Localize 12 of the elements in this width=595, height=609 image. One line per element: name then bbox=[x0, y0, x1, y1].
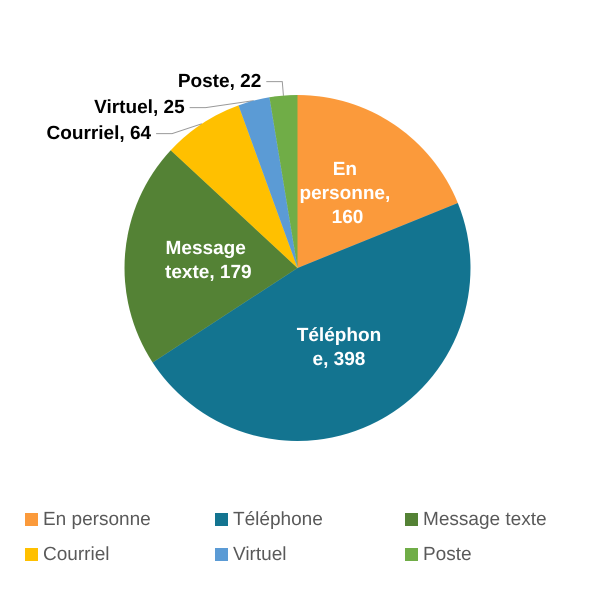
data-label: Poste, 22 bbox=[178, 71, 262, 92]
legend-label: Message texte bbox=[423, 509, 547, 530]
legend-label: Téléphone bbox=[233, 509, 323, 530]
data-label: Courriel, 64 bbox=[46, 123, 152, 144]
legend-label: Virtuel bbox=[233, 544, 287, 565]
legend-label: Courriel bbox=[43, 544, 110, 565]
data-label: Virtuel, 25 bbox=[94, 97, 186, 118]
legend-label: En personne bbox=[43, 509, 151, 530]
data-label: Téléphone, 398 bbox=[296, 324, 382, 370]
data-label: Message texte, 179 bbox=[165, 238, 252, 283]
legend-label: Poste bbox=[423, 544, 472, 565]
data-label: En personne, 160 bbox=[299, 159, 396, 228]
